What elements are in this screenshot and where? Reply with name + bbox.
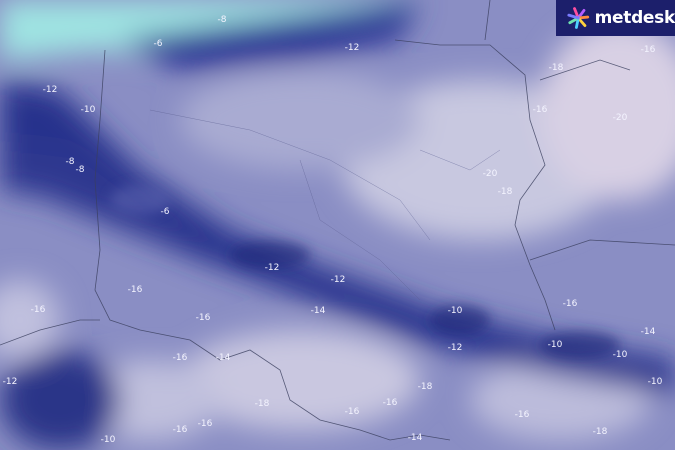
contour-label: -10 (647, 377, 663, 387)
contour-label: -16 (562, 299, 578, 309)
metdesk-star-icon (567, 7, 590, 29)
contour-label: -14 (310, 306, 326, 316)
contour-label: -6 (160, 207, 170, 217)
contour-label: -14 (407, 433, 423, 443)
contour-label: -16 (640, 45, 656, 55)
contour-label: -10 (612, 350, 628, 360)
contour-label: -16 (127, 285, 143, 295)
contour-label: -10 (447, 306, 463, 316)
contour-label: -18 (254, 399, 270, 409)
contour-label: -10 (547, 340, 563, 350)
contour-label: -16 (382, 398, 398, 408)
contour-label: -16 (172, 353, 188, 363)
contour-label: -20 (612, 113, 628, 123)
contour-label: -14 (215, 353, 231, 363)
contour-label: -18 (497, 187, 513, 197)
contour-label: -8 (217, 15, 227, 25)
contour-label: -16 (514, 410, 530, 420)
contour-label: -14 (640, 327, 656, 337)
metdesk-logo: metdesk (556, 0, 675, 36)
contour-label: -18 (548, 63, 564, 73)
contour-label: -16 (197, 419, 213, 429)
contour-label: -12 (330, 275, 346, 285)
contour-label: -16 (30, 305, 46, 315)
contour-label: -12 (2, 377, 18, 387)
contour-label: -16 (195, 313, 211, 323)
brand-name: metdesk (594, 8, 675, 28)
contour-label: -12 (447, 343, 463, 353)
contour-label: -10 (80, 105, 96, 115)
contour-label: -18 (592, 427, 608, 437)
contour-label: -12 (344, 43, 360, 53)
contour-label: -8 (65, 157, 75, 167)
contour-label: -10 (100, 435, 116, 445)
contour-label: -8 (75, 165, 85, 175)
contour-label: -18 (417, 382, 433, 392)
contour-label: -16 (532, 105, 548, 115)
contour-label: -12 (264, 263, 280, 273)
contour-label: -12 (42, 85, 58, 95)
contour-label: -16 (172, 425, 188, 435)
contour-label: -20 (482, 169, 498, 179)
contour-label: -6 (153, 39, 163, 49)
contour-label: -16 (344, 407, 360, 417)
